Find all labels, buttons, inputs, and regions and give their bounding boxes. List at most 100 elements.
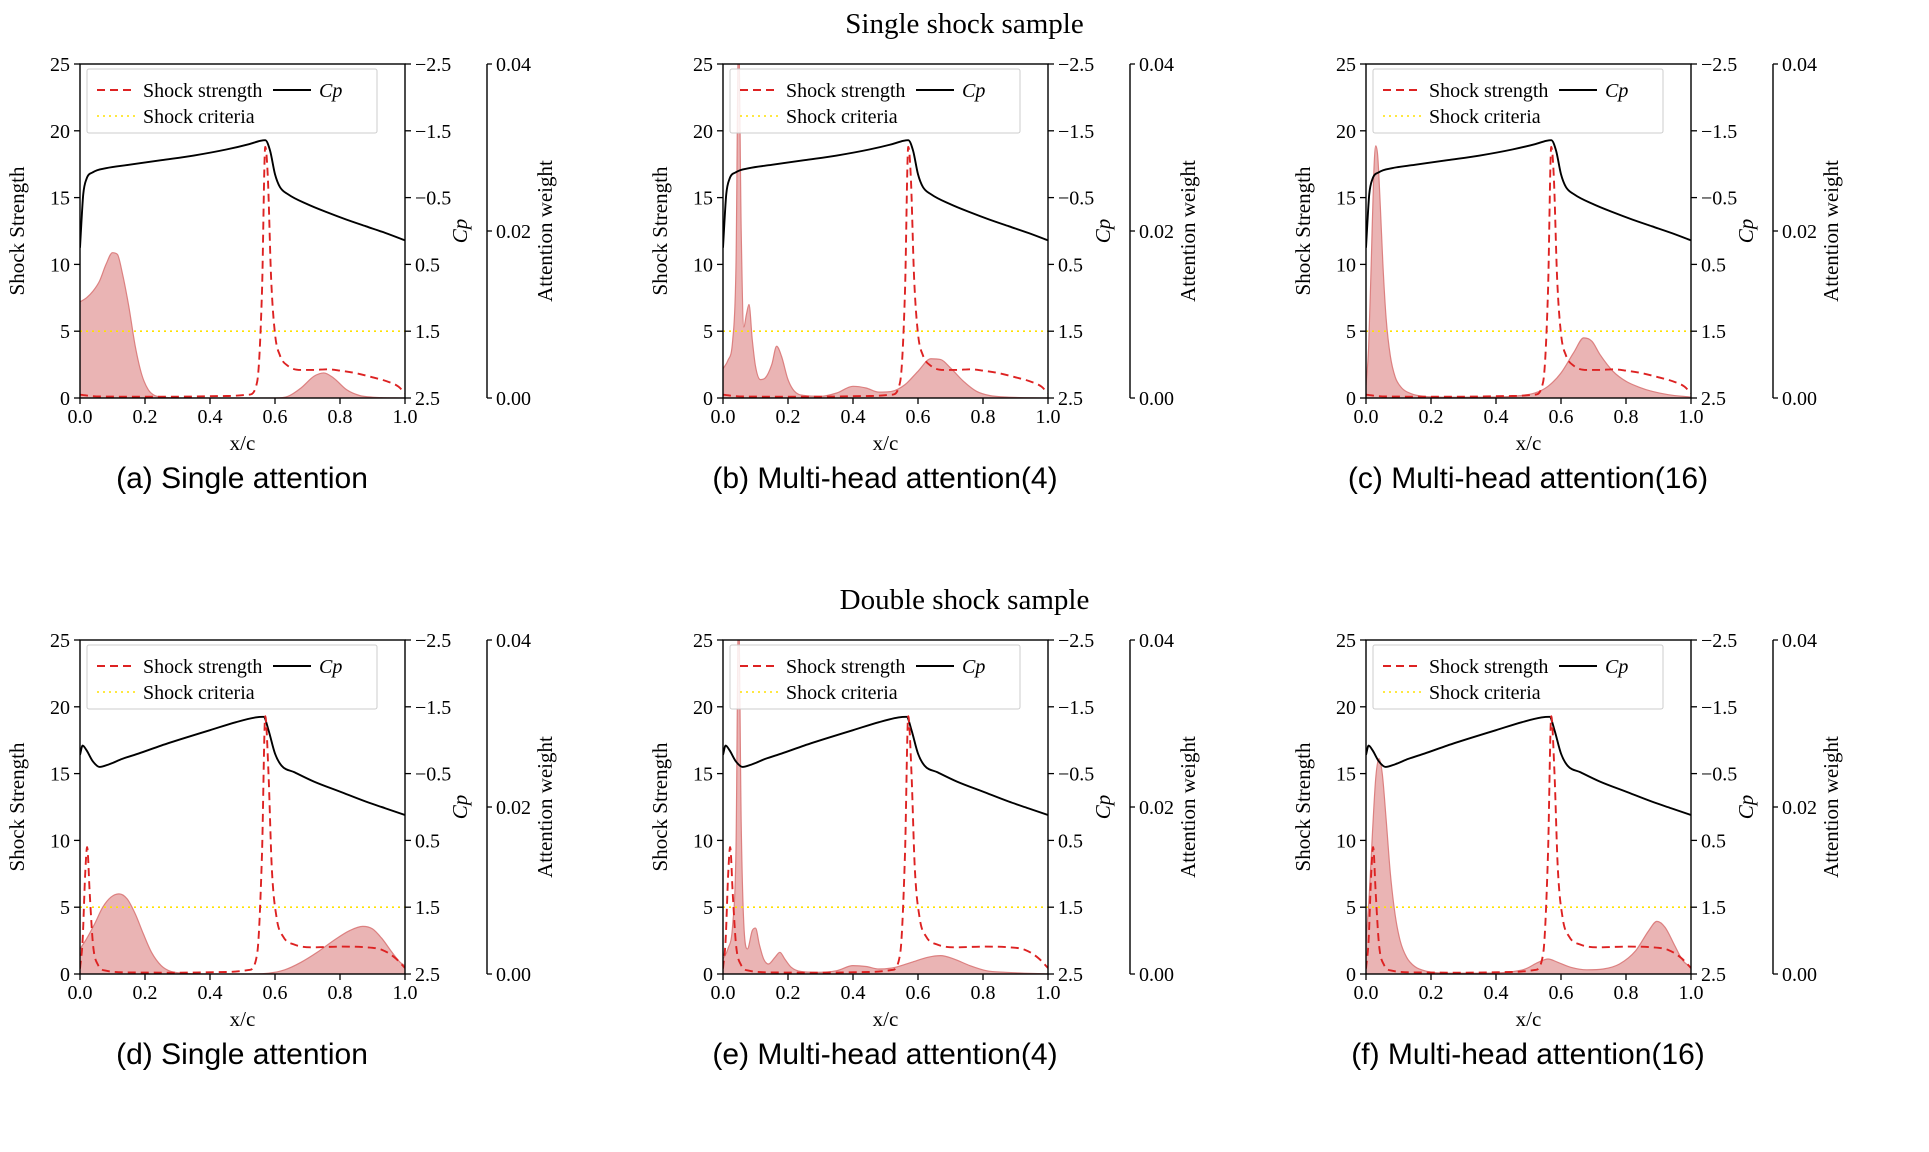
- attention-axis: 0.00 0.02 0.04 Attention weight: [1772, 54, 1843, 410]
- svg-text:0.6: 0.6: [1549, 982, 1574, 1004]
- caption-d: (d) Single attention: [116, 1038, 368, 1071]
- svg-text:10: 10: [693, 254, 713, 276]
- legend-label-cp: Cp: [319, 80, 342, 102]
- svg-text:10: 10: [693, 830, 713, 852]
- svg-text:0.04: 0.04: [1782, 630, 1817, 652]
- svg-text:0.2: 0.2: [776, 982, 801, 1004]
- attention-area: [80, 893, 405, 974]
- svg-text:10: 10: [1336, 254, 1356, 276]
- svg-text:20: 20: [1336, 697, 1356, 719]
- caption-f: (f) Multi-head attention(16): [1351, 1038, 1705, 1071]
- legend-box: [729, 68, 1021, 134]
- legend-label-shock: Shock strength: [143, 656, 262, 678]
- shock-strength-line: [80, 145, 405, 398]
- x-axis-label: x/c: [873, 1007, 899, 1031]
- shock-axis: 0 5 10 15 20 25 Shock Strength: [648, 54, 723, 410]
- svg-text:2.5: 2.5: [1058, 388, 1083, 410]
- legend-label-criteria: Shock criteria: [143, 682, 255, 704]
- svg-text:0.8: 0.8: [1614, 982, 1639, 1004]
- shock-strength-line: [723, 145, 1048, 398]
- attention-axis-label: Attention weight: [1819, 736, 1843, 878]
- svg-text:−1.5: −1.5: [1701, 121, 1737, 143]
- svg-text:15: 15: [50, 764, 70, 786]
- svg-text:−2.5: −2.5: [1058, 630, 1094, 652]
- svg-text:2.5: 2.5: [415, 964, 440, 986]
- shock-strength-line: [1366, 715, 1691, 974]
- caption-c: (c) Multi-head attention(16): [1347, 462, 1709, 495]
- svg-text:0.4: 0.4: [841, 982, 866, 1004]
- cp-axis-label: Cp: [1734, 219, 1758, 244]
- svg-text:0.00: 0.00: [496, 964, 531, 986]
- cp-line: [80, 715, 405, 816]
- panels-row-single: 0.0 0.2 0.4 0.6 0.8 1.0 x/c 0 5 10 15 20 25 Shock Str…: [0, 48, 1929, 496]
- svg-text:0.0: 0.0: [68, 982, 93, 1004]
- svg-text:1.0: 1.0: [1679, 406, 1704, 428]
- x-axis-label: x/c: [1516, 431, 1542, 455]
- legend-box: [1372, 68, 1664, 134]
- svg-text:10: 10: [50, 254, 70, 276]
- shock-axis: 0 5 10 15 20 25 Shock Strength: [648, 630, 723, 986]
- caption-b: (b) Multi-head attention(4): [712, 462, 1058, 495]
- svg-text:0.2: 0.2: [776, 406, 801, 428]
- svg-text:5: 5: [1346, 321, 1356, 343]
- cp-line: [80, 139, 405, 248]
- shock-axis-label: Shock Strength: [1291, 742, 1315, 871]
- svg-text:0: 0: [60, 964, 70, 986]
- legend-label-criteria: Shock criteria: [786, 106, 898, 128]
- svg-text:0: 0: [703, 388, 713, 410]
- svg-text:0.5: 0.5: [415, 830, 440, 852]
- legend: Shock strength Shock criteria Cp: [729, 68, 1021, 134]
- svg-text:2.5: 2.5: [1701, 964, 1726, 986]
- svg-text:1.0: 1.0: [1036, 406, 1061, 428]
- svg-text:0.8: 0.8: [328, 406, 353, 428]
- svg-text:0.8: 0.8: [328, 982, 353, 1004]
- legend-label-cp: Cp: [962, 80, 985, 102]
- plot-border: [722, 63, 1049, 399]
- attention-axis: 0.00 0.02 0.04 Attention weight: [1129, 630, 1200, 986]
- svg-text:0: 0: [1346, 388, 1356, 410]
- svg-text:−0.5: −0.5: [415, 764, 451, 786]
- svg-text:0.6: 0.6: [263, 406, 288, 428]
- legend: Shock strength Shock criteria Cp: [86, 644, 378, 710]
- svg-text:0.6: 0.6: [263, 982, 288, 1004]
- attention-axis-label: Attention weight: [1819, 160, 1843, 302]
- attention-outline: [723, 640, 1048, 974]
- shock-axis-label: Shock Strength: [5, 742, 29, 871]
- svg-text:0.5: 0.5: [1058, 830, 1083, 852]
- legend-label-criteria: Shock criteria: [143, 106, 255, 128]
- svg-text:25: 25: [693, 54, 713, 76]
- svg-text:25: 25: [50, 54, 70, 76]
- attention-area: [723, 640, 1048, 974]
- section-title-double: Double shock sample: [839, 584, 1090, 616]
- shock-axis: 0 5 10 15 20 25 Shock Strength: [5, 630, 80, 986]
- svg-text:0: 0: [60, 388, 70, 410]
- svg-text:0.02: 0.02: [1139, 221, 1174, 243]
- svg-text:15: 15: [50, 188, 70, 210]
- attention-area: [1366, 758, 1691, 974]
- svg-text:0.6: 0.6: [906, 982, 931, 1004]
- plot-border: [79, 639, 406, 975]
- chart-c-canvas: 0.0 0.2 0.4 0.6 0.8 1.0 x/c 0 5 10 15 20 25 Shock Str…: [1291, 54, 1843, 455]
- svg-text:0.02: 0.02: [496, 797, 531, 819]
- attention-axis-label: Attention weight: [533, 736, 557, 878]
- section-double-shock: Double shock sample 0.0 0.2 0.4 0.6 0.8 1.0 x/…: [0, 576, 1929, 1152]
- cp-axis-label: Cp: [448, 219, 472, 244]
- x-axis: 0.0 0.2 0.4 0.6 0.8 1.0 x/c: [711, 974, 1061, 1031]
- svg-text:0.5: 0.5: [1701, 830, 1726, 852]
- svg-text:0.5: 0.5: [415, 254, 440, 276]
- plot-curves: [723, 64, 1048, 398]
- svg-text:0.2: 0.2: [1419, 982, 1444, 1004]
- cp-line: [723, 139, 1048, 248]
- panel-e: 0.0 0.2 0.4 0.6 0.8 1.0 x/c 0 5 10 15 20 25 Shock Str…: [643, 624, 1286, 1072]
- attention-axis-label: Attention weight: [1176, 736, 1200, 878]
- legend-box: [1372, 644, 1664, 710]
- svg-text:1.5: 1.5: [1058, 321, 1083, 343]
- svg-text:0.02: 0.02: [496, 221, 531, 243]
- chart-b-canvas: 0.0 0.2 0.4 0.6 0.8 1.0 x/c 0 5 10 15 20 25 Shock Str…: [648, 54, 1200, 455]
- svg-text:0.04: 0.04: [496, 54, 531, 76]
- svg-text:−0.5: −0.5: [1701, 764, 1737, 786]
- svg-text:20: 20: [693, 697, 713, 719]
- svg-text:0.5: 0.5: [1701, 254, 1726, 276]
- svg-text:−1.5: −1.5: [1701, 697, 1737, 719]
- legend-label-shock: Shock strength: [1429, 80, 1548, 102]
